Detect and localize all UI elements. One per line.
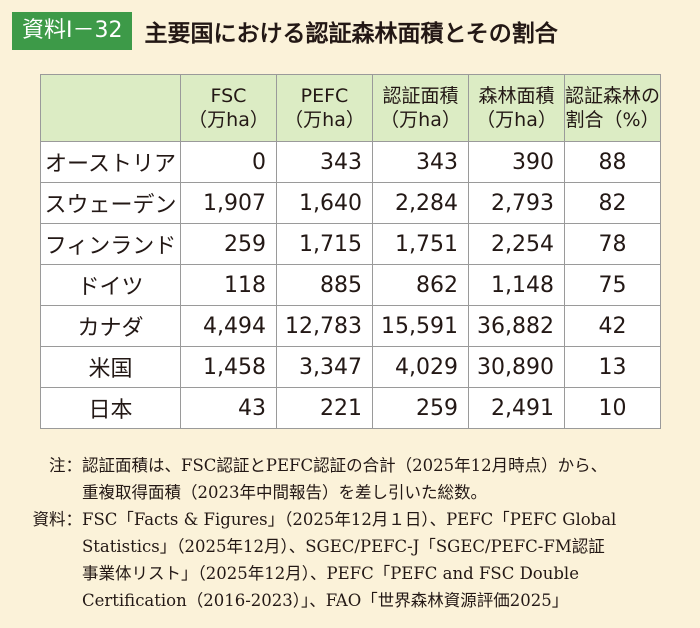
source-line: Certification（2016-2023）」、FAO「世界森林資源評価20…: [82, 591, 569, 610]
column-header-certified-share: 認証森林の 割合（%）: [564, 74, 661, 142]
footnotes: 注： 認証面積は、FSC認証とPEFC認証の合計（2025年12月時点）から、 …: [20, 452, 692, 614]
table-header-row: FSC （万ha） PEFC （万ha） 認証面積 （万ha） 森林面積 （万h…: [40, 74, 661, 142]
source-label: 資料：: [32, 510, 83, 529]
source-text: FSC「Facts & Figures」（2025年12月１日）、PEFC「PE…: [82, 506, 692, 614]
forest-area-cell: 2,254: [468, 223, 565, 265]
table-row: 日本 43 221 259 2,491 10: [40, 387, 661, 429]
table-row: スウェーデン 1,907 1,640 2,284 2,793 82: [40, 182, 661, 224]
column-header-forest-area: 森林面積 （万ha）: [468, 74, 565, 142]
note-line: 認証面積は、FSC認証とPEFC認証の合計（2025年12月時点）から、: [82, 456, 608, 475]
country-cell: 日本: [40, 387, 181, 429]
forest-area-cell: 2,491: [468, 387, 565, 429]
pefc-cell: 221: [276, 387, 373, 429]
figure-title: 主要国における認証森林面積とその割合: [144, 21, 558, 47]
fsc-cell: 43: [180, 387, 277, 429]
forest-area-cell: 30,890: [468, 346, 565, 388]
source-line: FSC「Facts & Figures」（2025年12月１日）、PEFC「PE…: [82, 510, 617, 529]
pefc-cell: 343: [276, 141, 373, 183]
source-line: Statistics」（2025年12月）、SGEC/PEFC-J「SGEC/P…: [82, 537, 605, 556]
certified-share-cell: 88: [564, 141, 661, 183]
figure-number-badge: 資料Ⅰ－32: [12, 12, 133, 50]
certified-share-cell: 10: [564, 387, 661, 429]
source-line: 事業体リスト」（2025年12月）、PEFC「PEFC and FSC Doub…: [82, 564, 579, 583]
country-cell: 米国: [40, 346, 181, 388]
pefc-cell: 1,640: [276, 182, 373, 224]
note-block: 注： 認証面積は、FSC認証とPEFC認証の合計（2025年12月時点）から、 …: [20, 452, 692, 506]
certified-share-cell: 82: [564, 182, 661, 224]
forest-area-cell: 2,793: [468, 182, 565, 224]
table-row: フィンランド 259 1,715 1,751 2,254 78: [40, 223, 661, 265]
certified-area-cell: 2,284: [372, 182, 469, 224]
fsc-cell: 4,494: [180, 305, 277, 347]
column-header-pefc: PEFC （万ha）: [276, 74, 373, 142]
column-header-certified-area: 認証面積 （万ha）: [372, 74, 469, 142]
country-cell: オーストリア: [40, 141, 181, 183]
fsc-cell: 0: [180, 141, 277, 183]
table-row: 米国 1,458 3,347 4,029 30,890 13: [40, 346, 661, 388]
forest-area-cell: 390: [468, 141, 565, 183]
note-label: 注：: [49, 456, 82, 475]
country-cell: ドイツ: [40, 264, 181, 306]
country-cell: フィンランド: [40, 223, 181, 265]
pefc-cell: 1,715: [276, 223, 373, 265]
fsc-cell: 1,458: [180, 346, 277, 388]
figure-header: 資料Ⅰ－32 主要国における認証森林面積とその割合: [12, 10, 558, 52]
certified-share-cell: 42: [564, 305, 661, 347]
certified-share-cell: 78: [564, 223, 661, 265]
table-row: カナダ 4,494 12,783 15,591 36,882 42: [40, 305, 661, 347]
certified-area-cell: 15,591: [372, 305, 469, 347]
country-cell: カナダ: [40, 305, 181, 347]
certified-area-cell: 1,751: [372, 223, 469, 265]
forest-area-cell: 36,882: [468, 305, 565, 347]
note-line: 重複取得面積（2023年中間報告）を差し引いた総数。: [82, 483, 487, 502]
pefc-cell: 3,347: [276, 346, 373, 388]
forest-area-cell: 1,148: [468, 264, 565, 306]
pefc-cell: 885: [276, 264, 373, 306]
certified-area-cell: 259: [372, 387, 469, 429]
table-body: オーストリア 0 343 343 390 88 スウェーデン 1,907 1,6…: [40, 141, 661, 429]
certified-area-cell: 343: [372, 141, 469, 183]
note-text: 認証面積は、FSC認証とPEFC認証の合計（2025年12月時点）から、 重複取…: [82, 452, 692, 506]
table-row: ドイツ 118 885 862 1,148 75: [40, 264, 661, 306]
fsc-cell: 118: [180, 264, 277, 306]
pefc-cell: 12,783: [276, 305, 373, 347]
certified-share-cell: 13: [564, 346, 661, 388]
table-corner-cell: [40, 74, 181, 142]
country-cell: スウェーデン: [40, 182, 181, 224]
table-row: オーストリア 0 343 343 390 88: [40, 141, 661, 183]
fsc-cell: 259: [180, 223, 277, 265]
fsc-cell: 1,907: [180, 182, 277, 224]
certified-area-cell: 4,029: [372, 346, 469, 388]
column-header-fsc: FSC （万ha）: [180, 74, 277, 142]
certified-area-cell: 862: [372, 264, 469, 306]
certified-forest-table: FSC （万ha） PEFC （万ha） 認証面積 （万ha） 森林面積 （万h…: [40, 74, 661, 429]
certified-share-cell: 75: [564, 264, 661, 306]
source-block: 資料： FSC「Facts & Figures」（2025年12月１日）、PEF…: [20, 506, 692, 614]
